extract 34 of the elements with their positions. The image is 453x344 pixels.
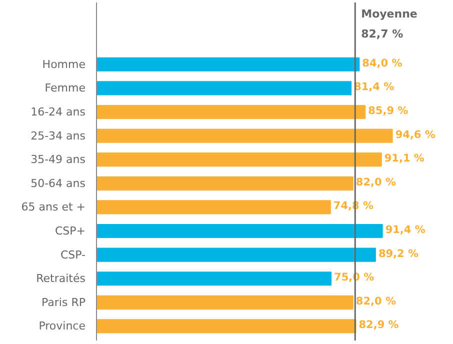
y-tick-label: 35-49 ans xyxy=(30,153,86,166)
y-tick-label: 65 ans et + xyxy=(21,200,86,214)
bar xyxy=(96,57,360,72)
data-label: 94,6 % xyxy=(395,128,436,141)
data-label: 89,2 % xyxy=(378,248,420,260)
y-tick-label: Homme xyxy=(42,58,86,71)
bar xyxy=(96,248,376,262)
bar xyxy=(96,295,354,310)
bar xyxy=(96,104,366,120)
data-label: 82,0 % xyxy=(356,295,396,308)
y-tick-label: Retraités xyxy=(36,272,86,286)
bar xyxy=(96,176,354,190)
bar xyxy=(96,128,393,143)
ref-line-label: Moyenne 82,7 % xyxy=(361,7,418,40)
y-tick-label: Province xyxy=(38,320,86,333)
data-label: 91,4 % xyxy=(385,224,426,236)
y-tick-label: 50-64 ans xyxy=(30,176,86,190)
y-tick-label: 25-34 ans xyxy=(30,129,86,142)
bar xyxy=(96,200,331,214)
data-label: 84,0 % xyxy=(362,57,403,70)
data-label: 85,9 % xyxy=(368,104,409,117)
data-label: 82,9 % xyxy=(358,319,400,332)
bar xyxy=(96,272,332,286)
data-label: 91,1 % xyxy=(384,152,425,165)
bar xyxy=(96,152,382,167)
bar xyxy=(96,81,352,96)
y-tick-label: Paris RP xyxy=(42,296,86,309)
y-tick-label: Femme xyxy=(44,82,86,95)
bar xyxy=(96,319,356,334)
y-tick-label: 16-24 ans xyxy=(30,105,86,118)
y-tick-label: CSP- xyxy=(60,248,86,262)
y-tick-label: CSP+ xyxy=(54,224,86,238)
data-label: 82,0 % xyxy=(356,176,396,188)
bar xyxy=(96,224,383,238)
